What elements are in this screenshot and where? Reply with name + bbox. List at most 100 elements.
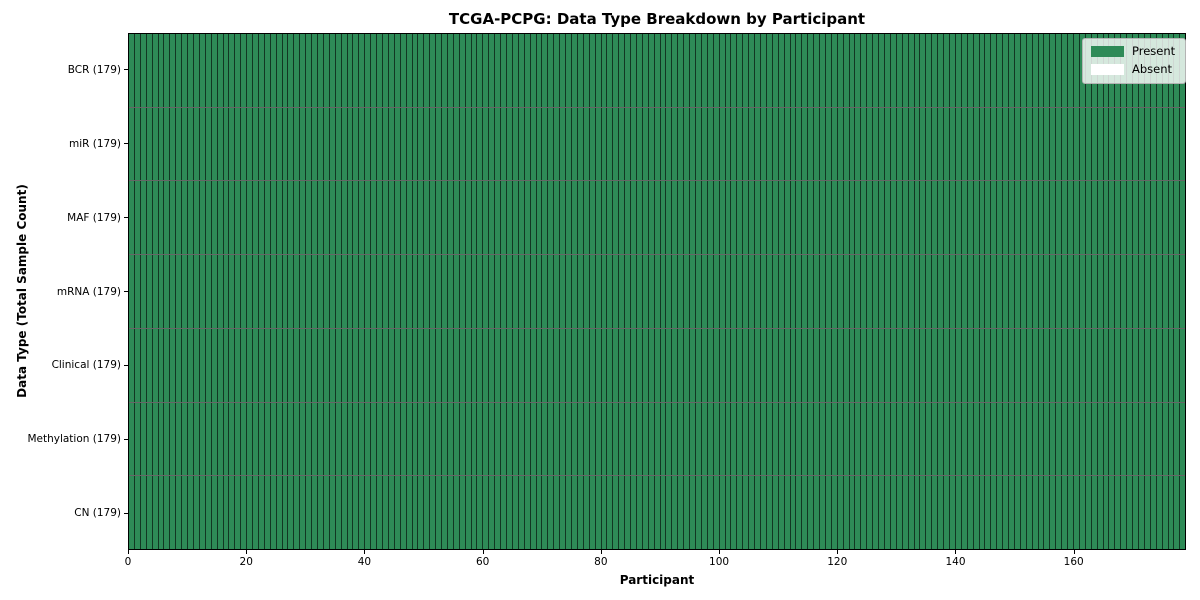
heatmap-cell <box>749 476 756 550</box>
legend-entry: Present <box>1091 45 1175 58</box>
heatmap-cell <box>583 402 590 476</box>
heatmap-cell <box>560 328 567 402</box>
heatmap-cell <box>1180 476 1186 550</box>
heatmap-cell <box>1150 328 1157 402</box>
heatmap-cell <box>1014 476 1021 550</box>
heatmap-cell <box>926 181 933 255</box>
heatmap-cell <box>678 328 685 402</box>
heatmap-cell <box>129 402 135 476</box>
heatmap-cell <box>294 255 301 328</box>
heatmap-cell <box>371 402 378 476</box>
heatmap-cell <box>507 402 513 476</box>
heatmap-cell <box>512 255 519 328</box>
heatmap-row <box>129 476 1186 550</box>
heatmap-cell <box>1050 255 1057 328</box>
heatmap-cell <box>837 255 844 328</box>
heatmap-cell <box>394 181 401 255</box>
heatmap-cell <box>914 255 921 328</box>
heatmap-cell <box>607 181 614 255</box>
heatmap-cell <box>205 107 212 181</box>
heatmap-cell <box>359 328 366 402</box>
heatmap-cell <box>908 107 915 181</box>
heatmap-cell <box>601 181 608 255</box>
heatmap-cell <box>766 181 773 255</box>
heatmap-cell <box>766 107 773 181</box>
heatmap-cell <box>1103 181 1110 255</box>
heatmap-cell <box>648 255 655 328</box>
heatmap-cell <box>1168 181 1175 255</box>
heatmap-cell <box>873 181 880 255</box>
heatmap-cell <box>412 255 419 328</box>
heatmap-cell <box>1026 328 1033 402</box>
heatmap-cell <box>985 328 992 402</box>
heatmap-cell <box>377 328 383 402</box>
heatmap-cell <box>725 476 732 550</box>
heatmap-cell <box>902 402 909 476</box>
heatmap-cell <box>885 107 891 181</box>
heatmap-cell <box>672 181 679 255</box>
heatmap-cell <box>920 107 927 181</box>
heatmap-cell <box>312 181 318 255</box>
heatmap-cell <box>382 181 389 255</box>
heatmap-cell <box>802 402 809 476</box>
heatmap-cell <box>341 34 348 107</box>
heatmap-cell <box>1091 328 1098 402</box>
heatmap-cell <box>755 181 761 255</box>
heatmap-cell <box>341 328 348 402</box>
heatmap-cell <box>1079 476 1086 550</box>
heatmap-cell <box>507 476 513 550</box>
heatmap-cell <box>182 34 189 107</box>
heatmap-cell <box>170 34 177 107</box>
heatmap-cell <box>914 476 921 550</box>
heatmap-cell <box>707 255 714 328</box>
heatmap-cell <box>902 328 909 402</box>
heatmap-cell <box>270 402 277 476</box>
heatmap-cell <box>566 328 572 402</box>
heatmap-cell <box>211 402 218 476</box>
heatmap-cell <box>1109 107 1116 181</box>
heatmap-cell <box>690 328 696 402</box>
heatmap-cell <box>837 328 844 402</box>
heatmap-cell <box>731 328 738 402</box>
heatmap-cell <box>1074 402 1080 476</box>
heatmap-cell <box>353 328 360 402</box>
heatmap-cell <box>223 328 230 402</box>
heatmap-cell <box>507 107 513 181</box>
heatmap-cell <box>997 476 1004 550</box>
heatmap-cell <box>961 328 968 402</box>
heatmap-cell <box>666 476 673 550</box>
heatmap-cell <box>778 107 785 181</box>
heatmap-cell <box>412 34 419 107</box>
heatmap-cell <box>926 255 933 328</box>
heatmap-cell <box>258 107 265 181</box>
heatmap-cell <box>359 107 366 181</box>
heatmap-cell <box>890 402 897 476</box>
heatmap-cell <box>442 255 448 328</box>
heatmap-cell <box>766 476 773 550</box>
heatmap-cell <box>778 181 785 255</box>
heatmap-cell <box>483 107 490 181</box>
heatmap-cell <box>896 328 903 402</box>
heatmap-cell <box>211 255 218 328</box>
heatmap-cell <box>471 476 478 550</box>
heatmap-cell <box>507 34 513 107</box>
heatmap-cell <box>577 328 584 402</box>
heatmap-cell <box>276 476 283 550</box>
heatmap-cell <box>583 255 590 328</box>
x-tick-label: 20 <box>239 556 253 568</box>
heatmap-cell <box>690 255 696 328</box>
heatmap-cell <box>365 181 372 255</box>
heatmap-cell <box>193 107 200 181</box>
heatmap-cell <box>1162 402 1169 476</box>
heatmap-cell <box>1174 402 1181 476</box>
heatmap-cell <box>140 402 147 476</box>
heatmap-cell <box>365 34 372 107</box>
heatmap-cell <box>1127 181 1134 255</box>
heatmap-cell <box>825 476 832 550</box>
y-tick-mark <box>124 69 128 71</box>
heatmap-cell <box>619 255 626 328</box>
heatmap-cell <box>371 255 378 328</box>
heatmap-cell <box>129 476 135 550</box>
heatmap-cell <box>749 107 756 181</box>
x-tick-mark <box>719 550 721 554</box>
